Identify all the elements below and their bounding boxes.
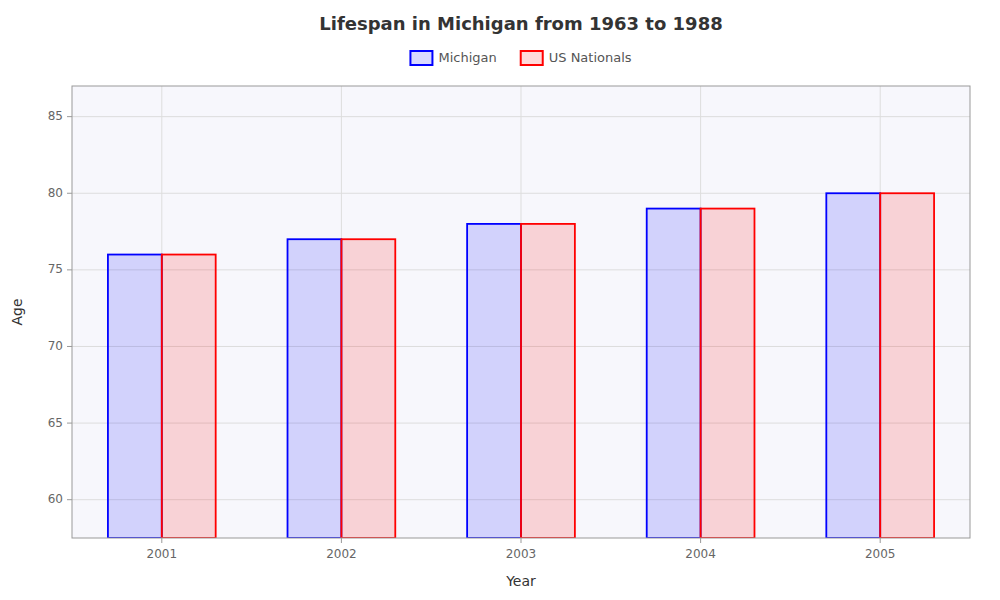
title: Lifespan in Michigan from 1963 to 1988 xyxy=(319,13,722,34)
legend-item: US Nationals xyxy=(521,50,632,66)
tick-label: 60 xyxy=(48,492,63,506)
y-axis: 60 65 70 75 80 85 xyxy=(48,109,72,506)
tick-label: 2003 xyxy=(506,547,537,561)
grid xyxy=(72,86,970,538)
tick-mark xyxy=(67,269,72,270)
tick-mark xyxy=(67,499,72,500)
tick-label: 2001 xyxy=(147,547,178,561)
bar xyxy=(288,239,342,538)
plot-background xyxy=(72,86,970,538)
tick-mark xyxy=(880,538,881,543)
legend-item: Michigan xyxy=(410,50,496,66)
x-axis-label: Year xyxy=(505,573,536,589)
bar xyxy=(521,224,575,538)
tick-label: 65 xyxy=(48,416,63,430)
bar xyxy=(162,255,216,538)
bars xyxy=(108,193,934,538)
tick-mark xyxy=(67,193,72,194)
x-axis: 2001 2002 2003 2004 2005 xyxy=(147,538,896,561)
tick-mark xyxy=(700,538,701,543)
tick-mark xyxy=(521,538,522,543)
bar xyxy=(826,193,880,538)
legend-swatch xyxy=(521,51,543,65)
tick-label: 75 xyxy=(48,262,63,276)
tick-mark xyxy=(161,538,162,543)
legend-label: US Nationals xyxy=(549,50,632,65)
legend-swatch xyxy=(410,51,432,65)
tick-label: 2005 xyxy=(865,547,896,561)
tick-label: 70 xyxy=(48,339,63,353)
legend-label: Michigan xyxy=(438,50,496,65)
y-axis-label: Age xyxy=(9,298,25,325)
bar xyxy=(341,239,395,538)
tick-mark xyxy=(67,423,72,424)
tick-mark xyxy=(341,538,342,543)
tick-label: 2002 xyxy=(326,547,357,561)
tick-label: 80 xyxy=(48,186,63,200)
tick-mark xyxy=(67,116,72,117)
bar xyxy=(880,193,934,538)
bar xyxy=(108,255,162,538)
legend: Michigan US Nationals xyxy=(410,50,631,66)
bar xyxy=(701,209,755,538)
tick-label: 2004 xyxy=(685,547,716,561)
tick-mark xyxy=(67,346,72,347)
bar xyxy=(467,224,521,538)
tick-label: 85 xyxy=(48,109,63,123)
bar xyxy=(647,209,701,538)
chart: 60 65 70 75 80 85 2001 2002 2003 2004 2005 Year Age L… xyxy=(0,0,1000,600)
plot-frame xyxy=(72,86,970,538)
